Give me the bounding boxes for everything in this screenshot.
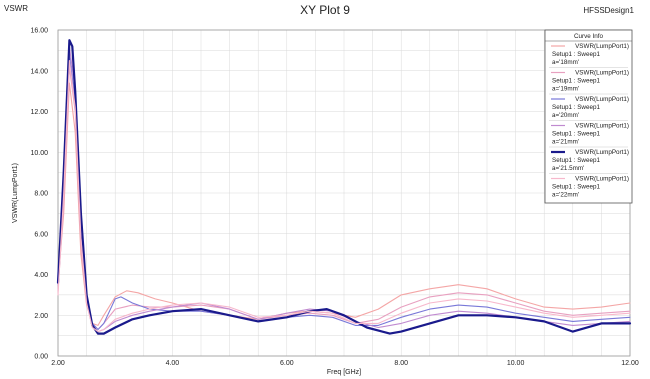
x-tick-label: 12.00: [621, 360, 639, 367]
y-tick-label: 4.00: [34, 272, 48, 279]
legend-entry-setup: Setup1 : Sweep1: [552, 157, 600, 164]
legend-entry-param: a='20mm': [552, 112, 579, 119]
y-tick-label: 8.00: [34, 191, 48, 198]
x-tick-label: 4.00: [166, 360, 180, 367]
legend-entry-name: VSWR(LumpPort1): [575, 123, 629, 130]
series-line-5[interactable]: [56, 39, 632, 335]
y-tick-label: 12.00: [30, 109, 48, 116]
y-tick-label: 6.00: [34, 231, 48, 238]
legend-entry-name: VSWR(LumpPort1): [575, 176, 629, 183]
y-tick-label: 0.00: [34, 354, 48, 361]
legend-entry-param: a='22mm': [552, 192, 579, 199]
x-tick-label: 6.00: [280, 360, 294, 367]
legend-title: Curve Info: [574, 33, 604, 40]
tick-labels: 2.00 4.00 6.00 8.00 10.00 12.000.002.004.006.…: [30, 28, 638, 368]
design-name: HFSSDesign1: [583, 6, 634, 15]
x-tick-label: 8.00: [394, 360, 408, 367]
y-tick-label: 14.00: [30, 68, 48, 75]
legend-entry-name: VSWR(LumpPort1): [575, 70, 629, 77]
legend-entry-setup: Setup1 : Sweep1: [552, 131, 600, 138]
x-tick-label: 10.00: [507, 360, 525, 367]
legend-entry-setup: Setup1 : Sweep1: [552, 104, 600, 111]
y-tick-label: 10.00: [30, 150, 48, 157]
legend-entry-param: a='18mm': [552, 59, 579, 66]
legend-entry-param: a='21.5mm': [552, 165, 584, 172]
legend-entry-param: a='19mm': [552, 86, 579, 93]
legend-entry-name: VSWR(LumpPort1): [575, 96, 629, 103]
y-tick-label: 2.00: [34, 313, 48, 320]
legend-box: [544, 29, 633, 204]
legend-entry-setup: Setup1 : Sweep1: [552, 78, 600, 85]
plot-title: XY Plot 9: [300, 3, 350, 17]
y-axis-title: VSWR(LumpPort1): [12, 163, 19, 223]
legend-entry-setup: Setup1 : Sweep1: [552, 184, 600, 191]
legend-entry-name: VSWR(LumpPort1): [575, 43, 629, 50]
series-group: [56, 39, 632, 335]
x-axis-title: Freq [GHz]: [327, 369, 361, 376]
legend-entry-param: a='21mm': [552, 139, 579, 146]
series-line-6[interactable]: [57, 60, 631, 333]
legend-entry-setup: Setup1 : Sweep1: [552, 51, 600, 58]
x-tick-label: 2.00: [51, 360, 65, 367]
y-tick-label: 16.00: [30, 28, 48, 35]
legend[interactable]: Curve Info VSWR(LumpPort1)Setup1 : Sweep…: [544, 29, 633, 204]
quantity-label: VSWR: [4, 4, 28, 13]
legend-entry-name: VSWR(LumpPort1): [575, 149, 629, 156]
